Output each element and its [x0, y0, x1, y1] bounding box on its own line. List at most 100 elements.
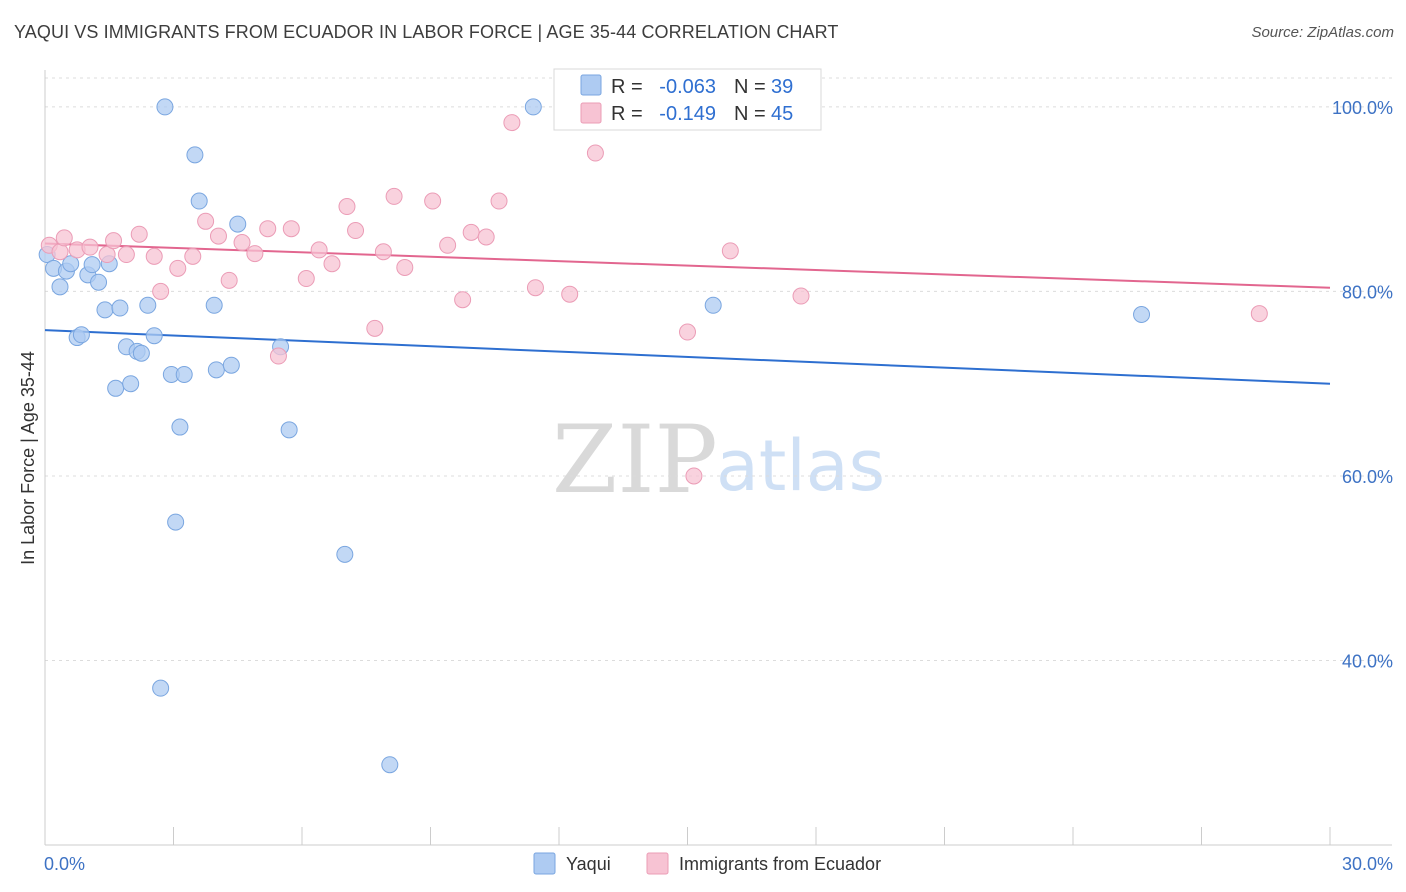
legend-r-value-ecuador: -0.149	[659, 103, 716, 125]
point-yaqui-19	[145, 327, 163, 345]
watermark-zip: ZIP	[552, 406, 718, 515]
point-yaqui-36	[524, 98, 542, 116]
bottom-legend-swatch-ecuador	[646, 852, 669, 875]
point-yaqui-9	[90, 273, 108, 291]
point-ecuador-29	[396, 258, 414, 276]
point-ecuador-24	[338, 198, 356, 216]
point-ecuador-28	[385, 187, 403, 205]
y-tick-label-80: 80.0%	[1342, 282, 1393, 302]
point-ecuador-39	[586, 144, 604, 162]
point-ecuador-10	[152, 282, 170, 300]
point-ecuador-5	[98, 246, 116, 264]
point-ecuador-33	[462, 223, 480, 241]
point-yaqui-38	[1133, 305, 1151, 323]
point-ecuador-38	[561, 285, 579, 303]
point-yaqui-8	[83, 256, 101, 274]
point-yaqui-12	[107, 379, 125, 397]
point-ecuador-23	[323, 255, 341, 273]
point-yaqui-29	[207, 361, 225, 379]
point-ecuador-13	[197, 212, 215, 230]
point-ecuador-44	[1250, 305, 1268, 323]
legend-r-value-yaqui: -0.063	[659, 76, 716, 98]
y-axis-label: In Labor Force | Age 35-44	[18, 351, 38, 565]
point-yaqui-20	[156, 98, 174, 116]
point-ecuador-41	[685, 467, 703, 485]
point-yaqui-33	[280, 421, 298, 439]
point-ecuador-11	[169, 259, 187, 277]
point-yaqui-25	[152, 679, 170, 697]
point-yaqui-17	[132, 344, 150, 362]
x-tick-label-min: 0.0%	[44, 854, 85, 874]
y-tick-label-40: 40.0%	[1342, 651, 1393, 671]
gridlines	[45, 77, 1392, 661]
bottom-legend-label-ecuador: Immigrants from Ecuador	[679, 854, 881, 874]
point-yaqui-28	[205, 296, 223, 314]
y-tick-label-60: 60.0%	[1342, 467, 1393, 487]
point-ecuador-19	[269, 347, 287, 365]
watermark-atlas: atlas	[716, 425, 885, 507]
point-yaqui-6	[72, 326, 90, 344]
source-credit: Source: ZipAtlas.com	[1251, 24, 1394, 41]
tick-labels: 40.0% 60.0% 80.0% 100.0% 0.0% 30.0%	[44, 98, 1393, 874]
point-yaqui-30	[222, 356, 240, 374]
point-yaqui-27	[190, 192, 208, 210]
legend-r-label-ecuador: R =	[611, 103, 643, 125]
correlation-legend: R = -0.063 N = 39 R = -0.149 N = 45	[553, 68, 822, 131]
point-ecuador-9	[145, 247, 163, 265]
point-ecuador-43	[792, 287, 810, 305]
point-ecuador-32	[454, 291, 472, 309]
legend-n-label-yaqui: N =	[734, 76, 766, 98]
point-yaqui-4	[62, 255, 80, 273]
point-ecuador-12	[184, 247, 202, 265]
point-yaqui-10	[96, 301, 114, 319]
point-ecuador-36	[503, 114, 521, 132]
legend-swatch-ecuador	[580, 102, 602, 124]
point-ecuador-22	[310, 241, 328, 259]
point-yaqui-37	[704, 296, 722, 314]
legend-n-value-ecuador: 45	[771, 103, 793, 125]
point-ecuador-31	[439, 236, 457, 254]
point-yaqui-34	[336, 545, 354, 563]
point-ecuador-6	[105, 232, 123, 250]
point-ecuador-15	[220, 271, 238, 289]
point-ecuador-42	[721, 242, 739, 260]
x-tick-label-max: 30.0%	[1342, 854, 1393, 874]
point-yaqui-23	[171, 418, 189, 436]
point-ecuador-34	[477, 228, 495, 246]
chart-title: YAQUI VS IMMIGRANTS FROM ECUADOR IN LABO…	[14, 22, 839, 42]
point-ecuador-17	[246, 245, 264, 263]
point-yaqui-15	[122, 375, 140, 393]
legend-swatch-yaqui	[580, 74, 602, 96]
bottom-legend-swatch-yaqui	[533, 852, 556, 875]
point-ecuador-8	[130, 225, 148, 243]
point-yaqui-18	[139, 296, 157, 314]
trend-line-yaqui	[44, 329, 1331, 385]
point-ecuador-21	[297, 270, 315, 288]
point-ecuador-26	[366, 319, 384, 337]
point-ecuador-40	[679, 323, 696, 341]
point-ecuador-25	[347, 222, 365, 240]
point-ecuador-30	[424, 192, 442, 210]
point-yaqui-35	[381, 756, 399, 774]
trend-line-ecuador	[44, 242, 1331, 289]
axes	[44, 70, 1392, 846]
watermark: ZIP atlas	[552, 406, 885, 515]
series-legend: Yaqui Immigrants from Ecuador	[533, 852, 881, 875]
point-yaqui-13	[111, 299, 129, 317]
point-yaqui-31	[229, 215, 247, 233]
point-yaqui-22	[167, 513, 185, 531]
legend-r-label-yaqui: R =	[611, 76, 643, 98]
point-ecuador-14	[209, 227, 227, 245]
point-ecuador-18	[259, 220, 277, 238]
point-ecuador-20	[282, 220, 300, 238]
point-yaqui-24	[175, 365, 193, 383]
legend-n-value-yaqui: 39	[771, 76, 793, 98]
point-ecuador-27	[374, 243, 392, 261]
point-ecuador-4	[81, 238, 99, 256]
point-yaqui-26	[186, 146, 204, 164]
point-yaqui-2	[51, 278, 69, 296]
legend-n-label-ecuador: N =	[734, 103, 766, 125]
point-ecuador-7	[117, 246, 135, 264]
y-tick-label-100: 100.0%	[1332, 98, 1393, 118]
